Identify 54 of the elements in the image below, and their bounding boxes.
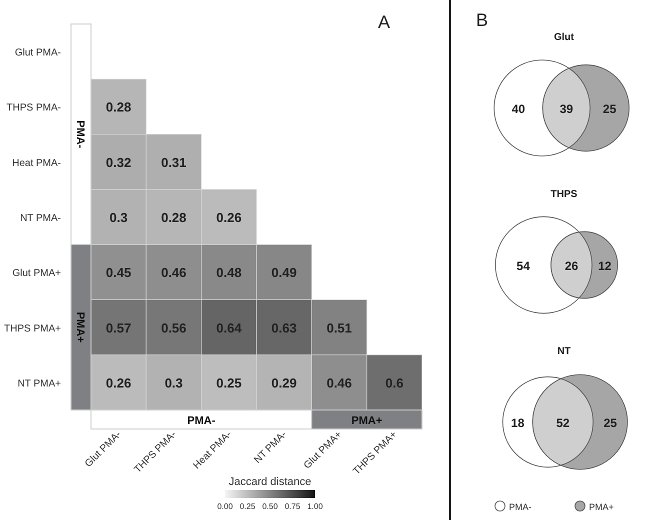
- annotation: PMA-: [74, 120, 86, 149]
- data-label: 12: [598, 259, 612, 273]
- text: PMA+: [351, 415, 382, 427]
- data-label: 0.46: [161, 265, 186, 280]
- data-label: 0.56: [161, 320, 186, 336]
- y-tick-label: NT PMA-: [20, 213, 61, 224]
- text: PMA-: [187, 415, 216, 427]
- data-label: 54: [516, 259, 530, 273]
- data-label: 0.3: [164, 375, 183, 390]
- data-label: 0.32: [106, 154, 132, 170]
- data-label: 39: [560, 102, 574, 116]
- y-tick-label: Glut PMA+: [12, 268, 62, 280]
- y-tick-label: NT PMA+: [18, 378, 62, 390]
- data-label: 0.26: [106, 375, 132, 390]
- data-label: 18: [511, 416, 525, 430]
- data-label: 0.46: [326, 375, 352, 390]
- category-label: THPS: [550, 189, 578, 200]
- color-bar-label: 0.75: [284, 502, 301, 511]
- data-label: 0.28: [161, 210, 186, 225]
- color-bar-title: Jaccard distance: [228, 476, 312, 488]
- y-tick-label: THPS PMA-: [6, 102, 61, 114]
- color-bar-label: 0.25: [240, 502, 256, 511]
- data-label: 0.64: [216, 320, 242, 336]
- data-label: 52: [556, 416, 570, 430]
- data-label: 0.57: [106, 320, 132, 336]
- color-bar-label: 1.00: [307, 502, 324, 511]
- data-label: 0.26: [216, 210, 242, 225]
- data-label: 0.63: [271, 320, 297, 336]
- data-label: 0.51: [326, 320, 352, 336]
- data-label: 26: [564, 259, 578, 273]
- color-bar-label: 0.00: [217, 502, 234, 511]
- category-label: NT: [557, 346, 571, 357]
- data-label: 0.29: [271, 375, 297, 390]
- y-tick-label: THPS PMA+: [4, 323, 62, 334]
- data-label: 0.48: [216, 265, 242, 280]
- data-label: 25: [602, 102, 617, 116]
- data-label: 0.45: [106, 265, 132, 280]
- chart-title: A: [378, 12, 390, 32]
- color-bar-label: 0.50: [262, 502, 278, 511]
- category-label: Glut: [554, 32, 575, 43]
- data-label: 0.28: [106, 100, 132, 115]
- legend-label: PMA-: [509, 502, 532, 512]
- data-label: 25: [604, 416, 618, 430]
- data-label: 0.6: [385, 375, 404, 390]
- data-label: 0.3: [110, 210, 128, 225]
- legend-label: PMA+: [589, 502, 614, 512]
- data-label: 0.31: [161, 154, 186, 170]
- text: B: [476, 10, 488, 30]
- data-label: 40: [512, 102, 526, 116]
- y-tick-label: Heat PMA-: [12, 158, 61, 169]
- data-label: 0.49: [271, 265, 297, 280]
- y-tick-label: Glut PMA-: [14, 48, 61, 59]
- annotation: PMA+: [74, 312, 86, 343]
- data-label: 0.25: [216, 375, 242, 390]
